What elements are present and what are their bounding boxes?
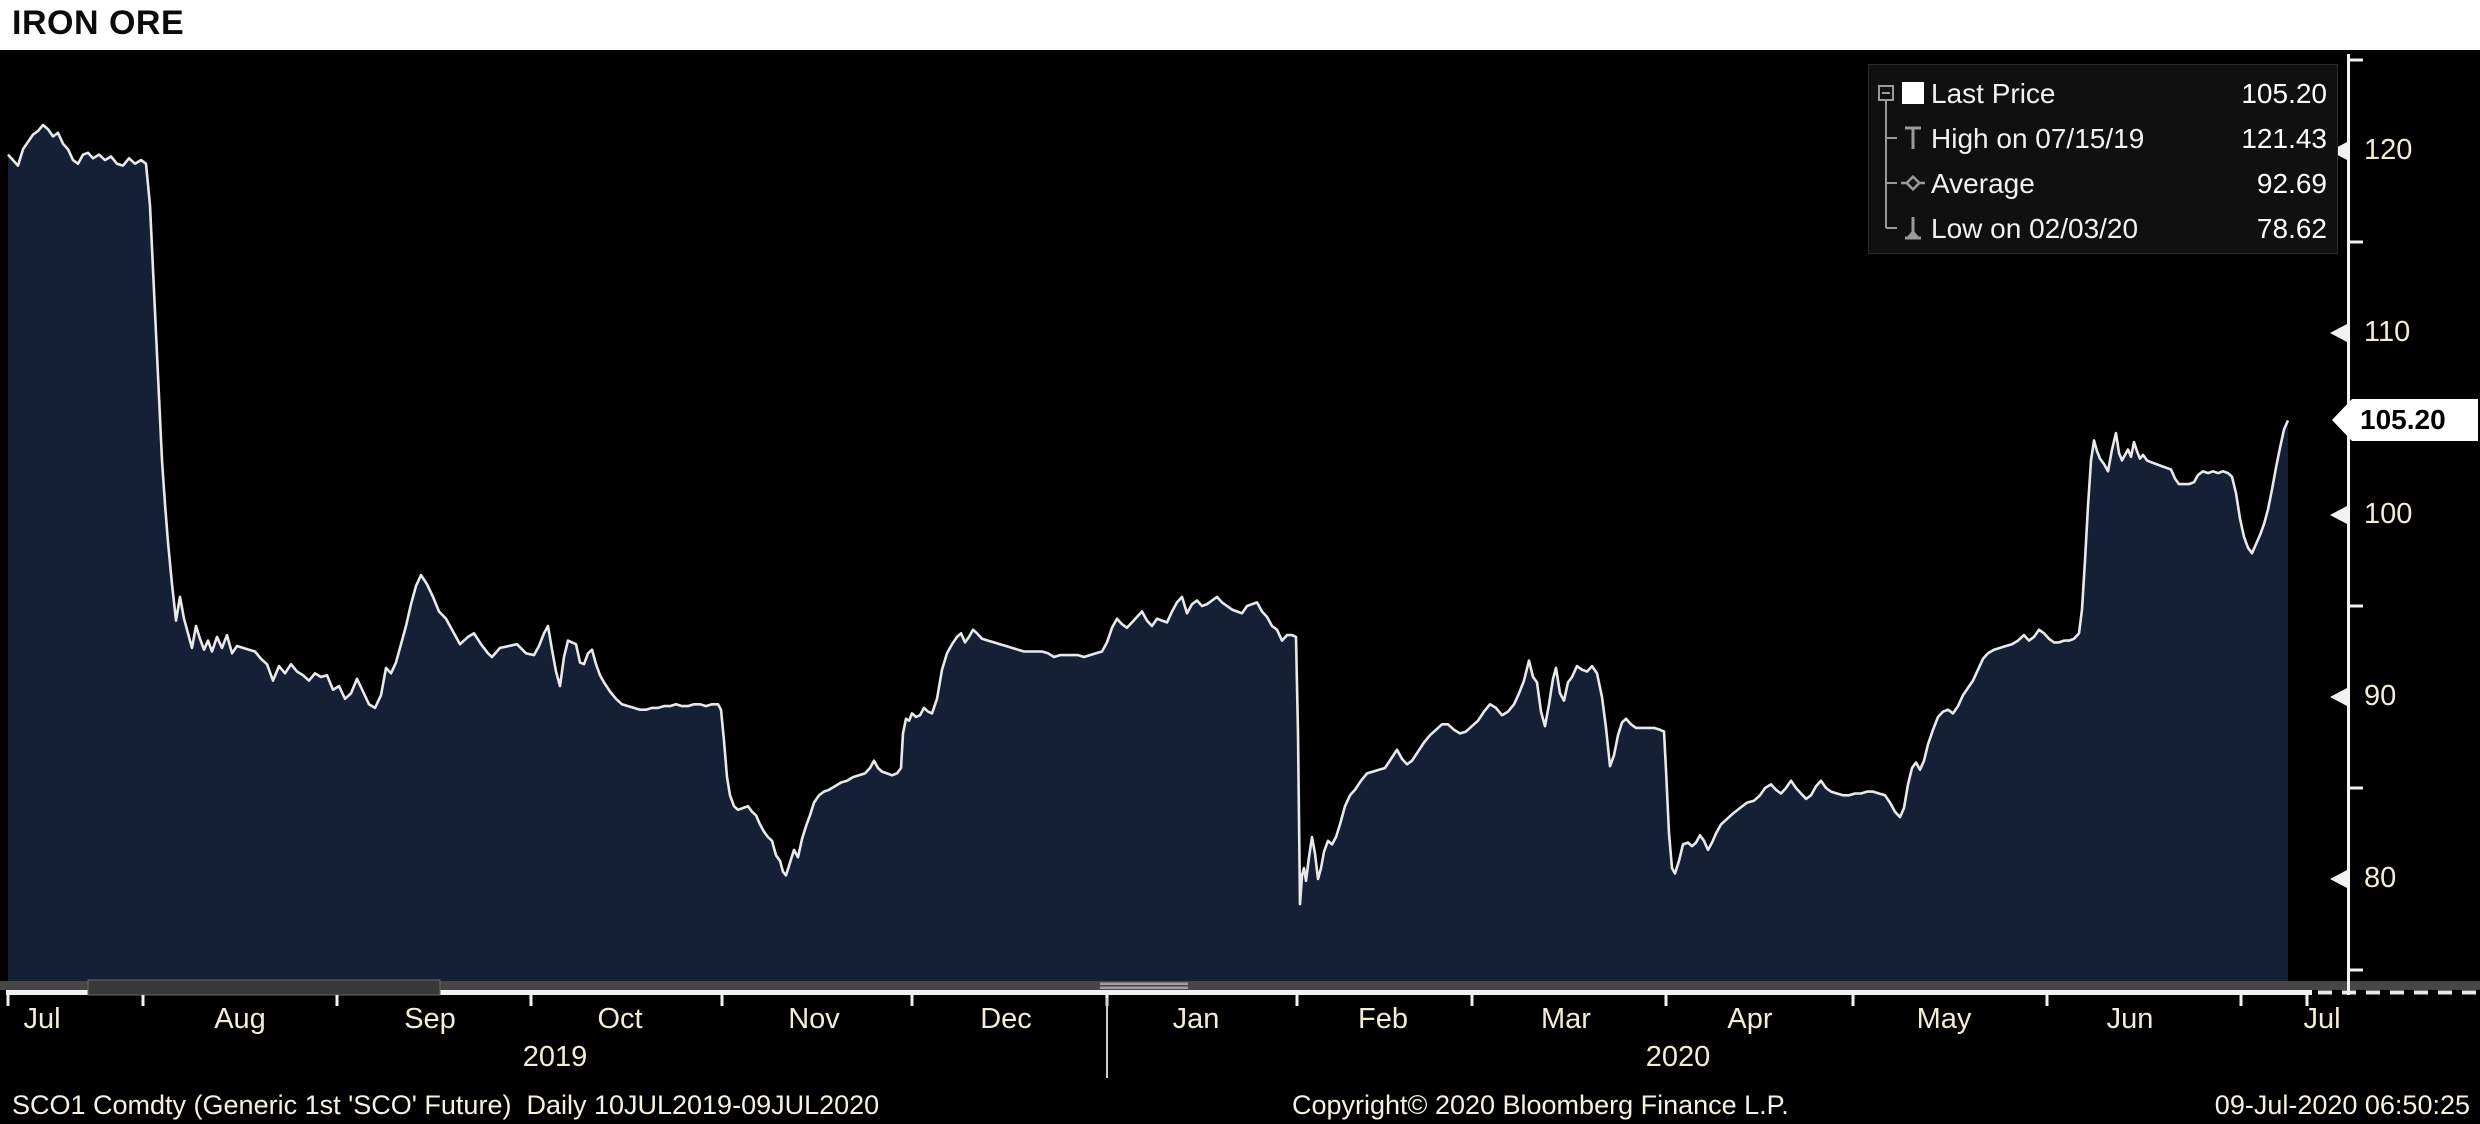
y-axis-minor-tick	[2350, 58, 2363, 62]
y-axis-minor-tick	[2350, 604, 2363, 608]
scrollbar-grip-icon[interactable]	[1100, 982, 1188, 986]
x-axis-tick	[335, 995, 339, 1006]
month-label-jul: Jul	[23, 1003, 61, 1035]
y-tick-label-120: 120	[2364, 134, 2413, 166]
month-label-jul: Jul	[2303, 1003, 2341, 1035]
y-axis-line	[2347, 54, 2350, 995]
legend-row-last-price[interactable]: Last Price 105.20	[1931, 71, 2327, 116]
month-label-dec: Dec	[980, 1003, 1032, 1035]
y-tick-label-90: 90	[2364, 680, 2397, 712]
month-label-nov: Nov	[788, 1003, 840, 1035]
last-price-swatch-icon	[1902, 82, 1924, 104]
month-label-mar: Mar	[1541, 1003, 1591, 1035]
legend-label: Average	[1931, 167, 2035, 199]
month-label-jun: Jun	[2106, 1003, 2154, 1035]
y-tick-label-100: 100	[2364, 498, 2413, 530]
y-axis-tick-arrow-icon	[2330, 688, 2347, 706]
x-axis-tick	[910, 995, 914, 1006]
month-label-aug: Aug	[214, 1003, 266, 1035]
legend-value: 105.20	[2241, 77, 2327, 109]
legend-value: 92.69	[2256, 167, 2327, 199]
legend-collapse-box-icon	[1878, 85, 1894, 101]
y-axis-tick-arrow-icon	[2330, 870, 2347, 888]
x-axis-tick	[1295, 995, 1299, 1006]
month-label-sep: Sep	[404, 1003, 456, 1035]
y-axis-minor-tick	[2350, 240, 2363, 244]
x-axis-tick	[1470, 995, 1474, 1006]
x-axis-tick	[141, 995, 145, 1006]
last-price-tag: 105.20	[2352, 399, 2478, 441]
month-label-oct: Oct	[597, 1003, 643, 1035]
legend-value: 121.43	[2241, 122, 2327, 154]
legend-panel: Last Price 105.20 High on 07/15/19 121.43 Av…	[1868, 64, 2338, 254]
x-axis-tick	[2305, 995, 2309, 1006]
footer-bar: SCO1 Comdty (Generic 1st 'SCO' Future) D…	[0, 1086, 2480, 1124]
y-axis-tick-arrow-icon	[2330, 142, 2347, 160]
x-axis-tick	[1851, 995, 1855, 1006]
scrollbar-track[interactable]	[0, 981, 2480, 990]
x-axis-tick	[2239, 995, 2243, 1006]
x-axis-tick	[529, 995, 533, 1006]
copyright-text: Copyright© 2020 Bloomberg Finance L.P.	[1292, 1090, 1789, 1120]
scrollbar-grip-icon[interactable]	[1100, 986, 1188, 990]
legend-row-average[interactable]: Average 92.69	[1931, 161, 2327, 206]
y-axis-tick-arrow-icon	[2330, 506, 2347, 524]
y-axis-minor-tick	[2350, 968, 2363, 972]
last-price-tag-value: 105.20	[2360, 404, 2446, 435]
low-marker-icon	[1907, 230, 1919, 237]
legend-row-high-on-07-15-19[interactable]: High on 07/15/19 121.43	[1931, 116, 2327, 161]
month-label-feb: Feb	[1358, 1003, 1408, 1035]
price-area-fill	[8, 125, 2288, 982]
legend-tree-icons	[1878, 82, 1925, 240]
price-line	[7, 123, 2290, 906]
x-axis-tick	[720, 995, 724, 1006]
legend-value: 78.62	[2256, 212, 2327, 244]
year-label-2019: 2019	[522, 1041, 588, 1073]
x-axis-line	[6, 990, 2312, 995]
year-separator-line	[1106, 998, 1108, 1078]
average-marker-icon	[1904, 174, 1922, 192]
legend-row-low-on-02-03-20[interactable]: Low on 02/03/20 78.62	[1931, 206, 2327, 251]
legend-label: Last Price	[1931, 77, 2056, 109]
month-label-jan: Jan	[1172, 1003, 1220, 1035]
x-axis-tick	[1664, 995, 1668, 1006]
year-label-2020: 2020	[1645, 1041, 1711, 1073]
legend-label: Low on 02/03/20	[1931, 212, 2139, 244]
title-bar: IRON ORE	[0, 0, 2480, 50]
y-tick-label-80: 80	[2364, 862, 2397, 894]
y-axis-tick-arrow-icon	[2330, 324, 2347, 342]
y-axis-minor-tick	[2350, 786, 2363, 790]
security-description: SCO1 Comdty (Generic 1st 'SCO' Future) D…	[12, 1090, 880, 1120]
y-tick-label-110: 110	[2364, 316, 2411, 348]
timestamp-text: 09-Jul-2020 06:50:25	[2214, 1090, 2470, 1120]
last-price-tag-arrow-icon	[2332, 399, 2352, 441]
month-label-may: May	[1916, 1003, 1972, 1035]
x-axis-tick	[6, 995, 10, 1006]
x-axis-tick	[2045, 995, 2049, 1006]
legend-label: High on 07/15/19	[1931, 122, 2145, 154]
month-label-apr: Apr	[1727, 1003, 1773, 1035]
scrollbar-thumb[interactable]	[87, 979, 441, 996]
page-title: IRON ORE	[12, 4, 185, 42]
